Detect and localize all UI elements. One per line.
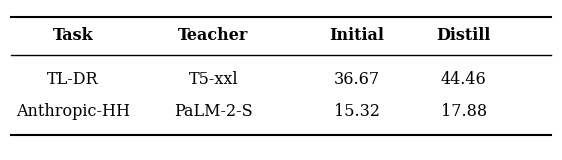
Text: Anthropic-HH: Anthropic-HH (16, 104, 130, 120)
Text: Initial: Initial (329, 28, 384, 44)
Text: Distill: Distill (437, 28, 491, 44)
Text: 36.67: 36.67 (334, 72, 380, 88)
Text: TL-DR: TL-DR (47, 72, 99, 88)
Text: Teacher: Teacher (178, 28, 249, 44)
Text: PaLM-2-S: PaLM-2-S (174, 104, 253, 120)
Text: T5-xxl: T5-xxl (189, 72, 238, 88)
Text: Task: Task (53, 28, 93, 44)
Text: 15.32: 15.32 (334, 104, 380, 120)
Text: 44.46: 44.46 (441, 72, 487, 88)
Text: 17.88: 17.88 (441, 104, 487, 120)
